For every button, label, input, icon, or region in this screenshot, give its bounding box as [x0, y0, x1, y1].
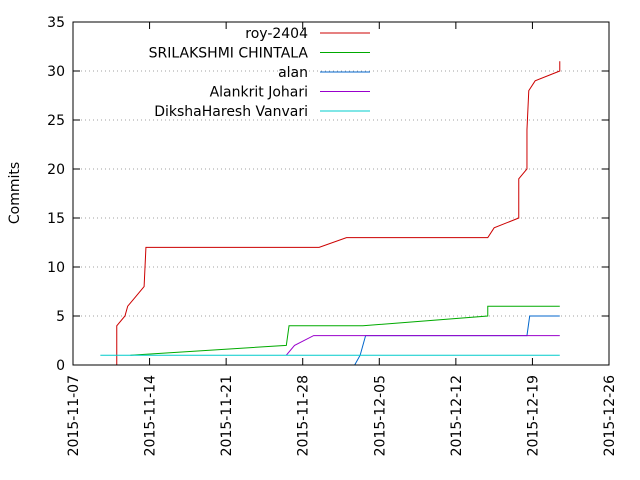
x-tick-label: 2015-12-19	[525, 375, 541, 456]
x-tick-label: 2015-11-07	[66, 375, 82, 456]
y-tick-label: 5	[56, 309, 65, 325]
x-tick-label: 2015-11-21	[219, 375, 235, 456]
legend-label-srilakshmi-chintala: SRILAKSHMI CHINTALA	[149, 46, 309, 62]
x-tick-label: 2015-11-28	[296, 375, 312, 456]
y-tick-label: 10	[47, 260, 65, 276]
series-line-alankrit-johari	[285, 335, 560, 356]
series-line-srilakshmi-chintala	[130, 305, 560, 356]
y-tick-label: 15	[47, 211, 65, 227]
x-tick-label: 2015-12-26	[602, 375, 618, 456]
legend: roy-2404 SRILAKSHMI CHINTALA alan Alankrit …	[149, 26, 370, 120]
axes	[72, 21, 610, 366]
x-tick-label: 2015-12-05	[372, 375, 388, 456]
tick-labels: 0 5 10 15 20 25 30 35 2015-11-07 2015-11-14 2015-1…	[47, 15, 618, 456]
plot-border	[72, 21, 610, 366]
x-tick-label: 2015-12-12	[449, 375, 465, 456]
series-lines	[100, 61, 561, 366]
y-tick-label: 0	[56, 358, 65, 374]
y-tick-label: 30	[47, 64, 65, 80]
y-tick-label: 25	[47, 113, 65, 129]
x-tick-label: 2015-11-14	[143, 375, 159, 456]
y-tick-label: 20	[47, 162, 65, 178]
series-line-roy-2404	[100, 61, 561, 366]
y-tick-label: 35	[47, 15, 65, 31]
legend-label-roy-2404: roy-2404	[245, 26, 308, 42]
legend-label-alankrit-johari: Alankrit Johari	[210, 85, 308, 101]
gridlines	[73, 70, 609, 317]
legend-label-dikshaharesh-vanvari: DikshaHaresh Vanvari	[154, 104, 308, 120]
series-line-alan	[354, 315, 560, 366]
y-axis-label: Commits	[7, 162, 23, 224]
legend-label-alan: alan	[278, 65, 308, 81]
